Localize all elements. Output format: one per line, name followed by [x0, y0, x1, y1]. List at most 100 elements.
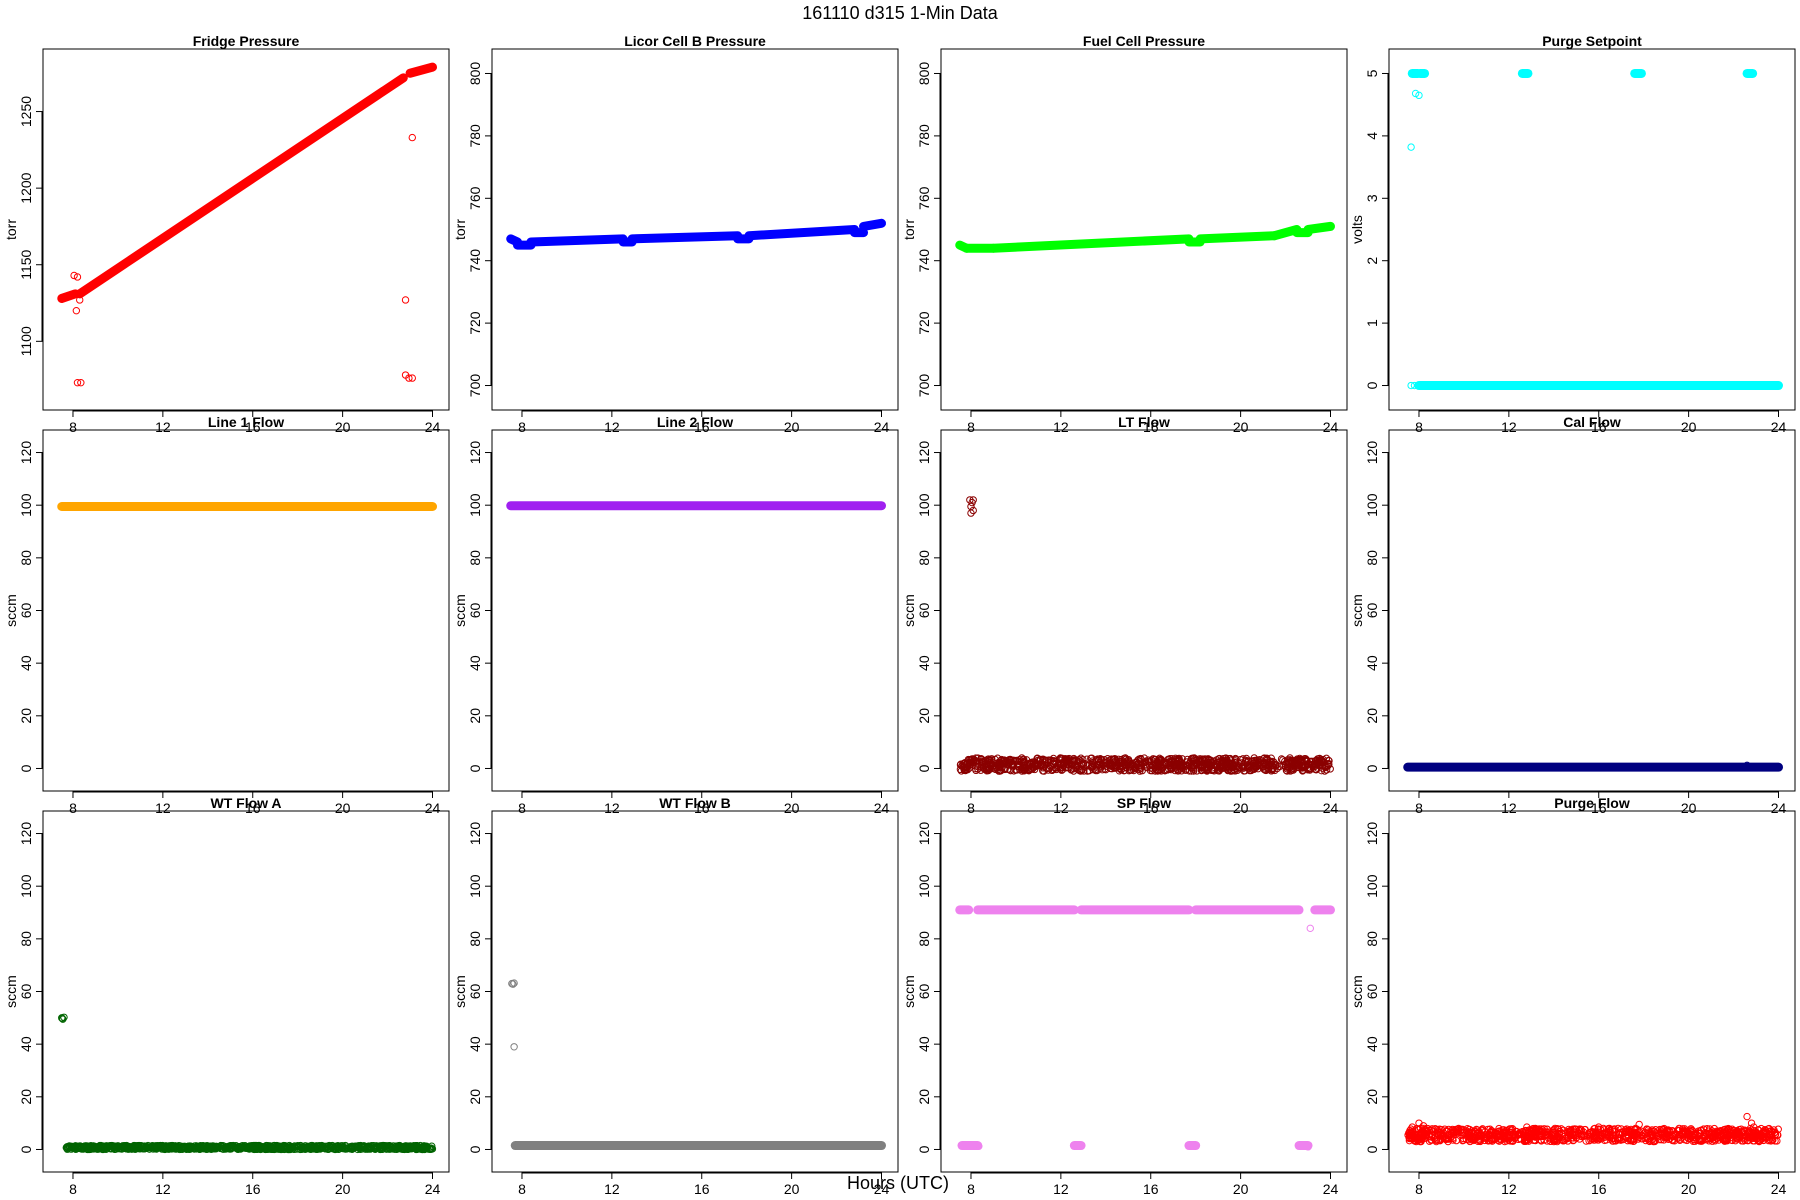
y-tick-label: 60: [467, 603, 483, 619]
data-point: [1747, 1119, 1756, 1127]
x-tick-label: 20: [335, 1181, 351, 1197]
y-tick-label: 80: [916, 931, 932, 947]
x-tick-label: 16: [694, 1181, 710, 1197]
panel: Purge Flow sccm 8 12 16 20 24 0 20 40 60 80 100 120: [1349, 795, 1796, 1197]
data-point: [285, 1144, 293, 1152]
data-point: [1228, 761, 1236, 769]
x-tick-label: 16: [245, 419, 261, 435]
data-point: [347, 1143, 355, 1151]
x-tick-label: 8: [518, 1181, 526, 1197]
data-point: [366, 1142, 375, 1150]
data-point: [1564, 1128, 1572, 1137]
y-tick-label: 1250: [18, 96, 34, 127]
data-series-run: [526, 234, 628, 247]
data-point: [1427, 1136, 1435, 1144]
data-series-run: [627, 231, 743, 244]
x-tick-label: 20: [1233, 800, 1249, 816]
data-point: [1407, 1133, 1416, 1142]
data-point: [1152, 760, 1160, 768]
data-point: [1411, 1133, 1420, 1142]
data-point: [309, 1142, 317, 1151]
data-point: [1436, 1135, 1445, 1143]
y-axis-label: sccm: [3, 975, 19, 1008]
data-point: [1601, 1133, 1609, 1141]
y-tick-label: 120: [18, 441, 34, 465]
data-point: [1225, 755, 1233, 763]
data-point: [223, 1143, 231, 1151]
data-point: [1146, 766, 1155, 775]
x-tick-label: 20: [1233, 419, 1249, 435]
data-point: [1145, 761, 1154, 770]
data-point: [1630, 1130, 1638, 1139]
data-point: [1407, 143, 1415, 151]
data-point: [1415, 91, 1423, 100]
data-point: [1272, 762, 1280, 770]
data-point: [1671, 1131, 1679, 1139]
data-point: [1687, 1125, 1695, 1133]
y-axis-label: sccm: [1349, 594, 1365, 627]
y-tick-label: 60: [18, 603, 34, 619]
data-point: [1577, 1125, 1585, 1134]
data-point: [99, 1145, 107, 1154]
data-point: [1039, 762, 1047, 771]
data-point: [1175, 754, 1183, 763]
panel: WT Flow B sccm 8 12 16 20 24 0 20 40 60 80 100 120: [452, 795, 899, 1197]
data-point: [962, 760, 970, 769]
panel-title: Fridge Pressure: [193, 33, 300, 49]
data-point: [1197, 766, 1206, 775]
y-tick-label: 20: [916, 1089, 932, 1105]
data-point: [1168, 754, 1176, 763]
y-tick-label: 40: [467, 1036, 483, 1052]
panel: Line 1 Flow sccm 8 12 16 20 24 0 20 40 60 80 100 120: [3, 414, 450, 816]
data-point: [1059, 762, 1068, 770]
data-point: [253, 1145, 262, 1153]
data-point: [1068, 757, 1076, 765]
figure-title: 161110 d315 1-Min Data: [802, 3, 998, 23]
data-point: [1500, 1128, 1509, 1136]
y-tick-label: 40: [467, 655, 483, 671]
data-point: [1212, 760, 1220, 768]
y-axis-label: volts: [1349, 215, 1365, 244]
y-tick-label: 60: [916, 603, 932, 619]
data-point: [1156, 760, 1165, 769]
panel-title: LT Flow: [1118, 414, 1170, 430]
data-point: [1771, 1131, 1779, 1139]
y-tick-label: 120: [467, 441, 483, 465]
data-point: [153, 1143, 162, 1152]
data-point: [1725, 1132, 1733, 1141]
data-point: [285, 1141, 294, 1150]
data-point: [1036, 755, 1044, 764]
data-point: [1595, 1130, 1603, 1139]
x-tick-label: 8: [967, 800, 975, 816]
panel-title: Licor Cell B Pressure: [624, 33, 766, 49]
panel: SP Flow sccm 8 12 16 20 24 0 20 40 60 80 100 120: [901, 795, 1348, 1197]
data-point: [76, 296, 84, 304]
data-point: [405, 374, 413, 382]
data-point: [1463, 1125, 1472, 1133]
data-point: [404, 1144, 413, 1153]
data-point: [293, 1142, 301, 1151]
data-point: [1572, 1125, 1580, 1134]
data-point: [1522, 1137, 1530, 1145]
data-point: [408, 133, 416, 142]
data-point: [1408, 1123, 1416, 1131]
data-point: [1419, 1122, 1428, 1130]
y-axis-label: sccm: [901, 975, 917, 1008]
data-point: [206, 1142, 215, 1151]
data-point: [1743, 761, 1751, 770]
y-tick-label: 100: [18, 493, 34, 517]
y-tick-label: 120: [467, 822, 483, 846]
data-point: [1531, 1136, 1540, 1145]
data-point: [1304, 760, 1312, 768]
data-point: [1306, 924, 1314, 933]
data-point: [1711, 1130, 1719, 1138]
data-point: [1767, 1137, 1775, 1145]
plot-frame: [1388, 810, 1796, 1173]
panel-title: Purge Flow: [1554, 795, 1630, 811]
data-point: [975, 1142, 983, 1151]
x-tick-label: 20: [1233, 1181, 1249, 1197]
plot-frame: [42, 429, 450, 792]
y-tick-label: 120: [1364, 441, 1380, 465]
